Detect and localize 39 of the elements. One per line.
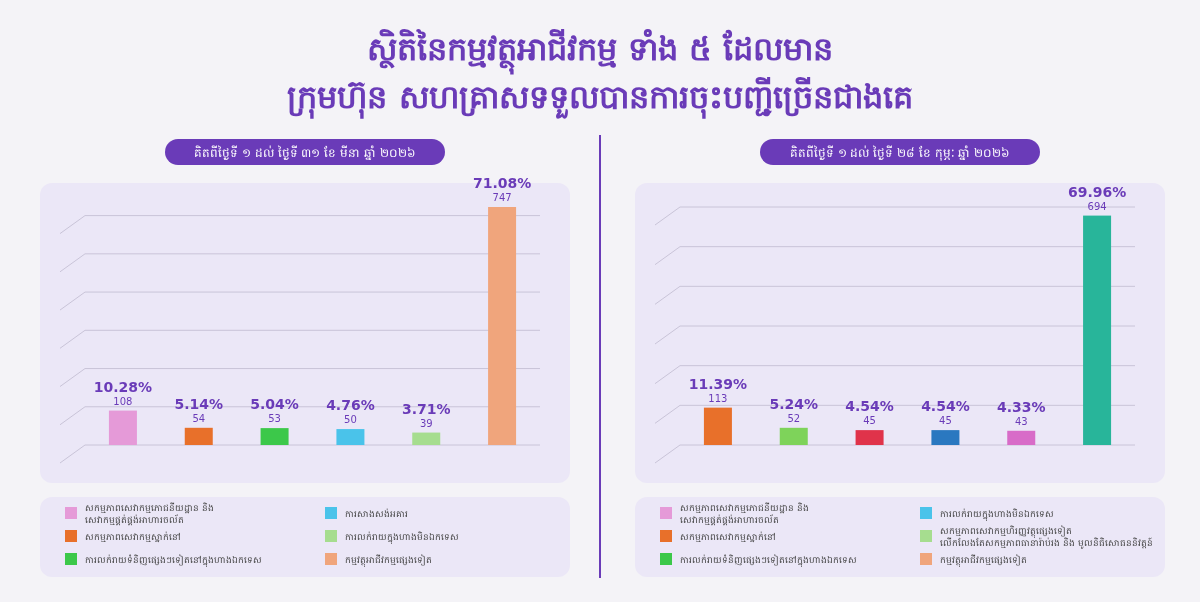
text: កម្មវត្ថុអាជីវកម្មផ្សេងទៀត [940,554,1027,567]
bar [703,407,732,445]
data-label: 4.54% 45 [921,398,970,427]
bar [1083,215,1112,445]
data-label: 71.08% 747 [472,175,532,203]
bar [488,207,517,445]
bar [184,427,213,445]
bar [412,432,441,445]
bar [108,410,137,445]
bar [855,430,884,445]
data-label: 10.28% 108 [93,378,153,407]
data-label: 5.14% 54 [174,395,224,424]
data-label: 5.24% 52 [769,395,819,424]
data-label: 4.33% 43 [996,398,1046,427]
text: សកម្មភាពសេវាកម្មហិរញ្ញវត្ថុផ្សេងទៀត លើកលែងតែសកម្មភាពធានារ៉ាប់រង និង មូលនិធិសោធននិវត្តន៍ [940,525,1153,549]
data-label: 4.76% 50 [326,397,375,426]
data-label: 3.71% 39 [401,400,451,429]
text: ការលក់រាយក្នុងហាងមិនឯកទេស [940,508,1054,521]
data-label: 69.96% 694 [1067,183,1127,212]
chart-subtitle: គិតពីថ្ងៃទី ១ ដល់ ថ្ងៃទី ២៨ ខែ កុម្ភៈ ឆ្នាំ ២០២៦ [789,145,1011,161]
text: សកម្មភាពសេវាកម្មភោជនីយដ្ឋាន និង សេវាកម្មផ្គត់ផ្គង់អាហារចល័ត [85,502,214,526]
text: សកម្មភាពសេវាកម្មស្នាក់នៅ [680,531,776,543]
text: ការលក់រាយទំនិញផ្សេងៗទៀតនៅក្នុងហាងឯកទេស [680,554,857,567]
text: កម្មវត្ថុអាជីវកម្មផ្សេងទៀត [345,554,432,567]
bar [336,429,365,445]
chart-subtitle: គិតពីថ្ងៃទី ១ ដល់ ថ្ងៃទី ៣១ ខែ មីនា ឆ្នាំ ២០២៦ [194,145,416,160]
text: ការសាងសង់អគារ [345,508,408,519]
bar [260,428,289,445]
text: ការលក់រាយក្នុងហាងមិនឯកទេស [345,531,459,544]
text: ការលក់រាយទំនិញផ្សេងៗទៀតនៅក្នុងហាងឯកទេស [85,554,262,567]
data-label: 4.54% 45 [845,398,894,427]
bar [779,427,808,445]
data-label: 11.39% 113 [688,375,748,404]
bar [931,430,960,445]
text: សកម្មភាពសេវាកម្មស្នាក់នៅ [85,531,181,543]
data-label: 5.04% 53 [250,396,299,425]
chart-title: ស្ថិតិនៃកម្មវត្ថុអាជីវកម្ម ទាំង ៥ ដែលមាន ក្រុមហ៊ុន សហគ្រាសទទួលបានការចុះបញ្ជីច្រើនជាងគេ [287,29,913,119]
bar [1007,430,1036,445]
text: សកម្មភាពសេវាកម្មភោជនីយដ្ឋាន និង សេវាកម្មផ្គត់ផ្គង់អាហារចល័ត [680,502,809,526]
